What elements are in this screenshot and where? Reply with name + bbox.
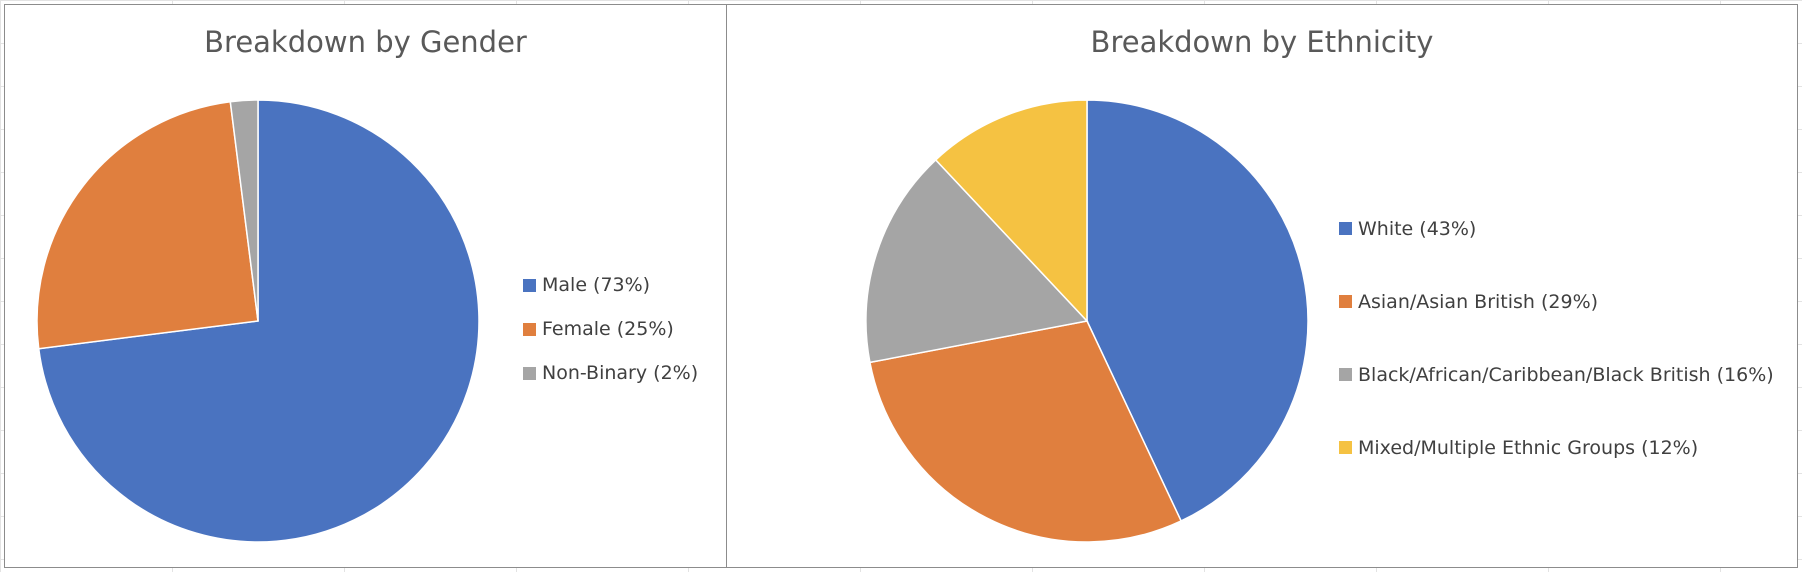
gender-legend: Male (73%) Female (25%) Non-Binary (2%) [523, 263, 698, 395]
gender-pie [36, 99, 480, 543]
legend-swatch [1339, 222, 1352, 235]
legend-swatch [523, 366, 536, 380]
legend-label: Asian/Asian British (29%) [1358, 290, 1599, 313]
ethnicity-chart[interactable]: Breakdown by Ethnicity White (43%) Asian… [726, 4, 1798, 568]
pie-slice-1 [869, 320, 1183, 543]
pie-slice-3 [934, 99, 1088, 323]
legend-swatch [1339, 295, 1352, 308]
legend-item-mixed: Mixed/Multiple Ethnic Groups (12%) [1339, 411, 1774, 484]
pie-slice-0 [37, 99, 480, 543]
legend-label: Male (73%) [542, 274, 651, 296]
legend-label: Mixed/Multiple Ethnic Groups (12%) [1358, 436, 1699, 459]
pie-slice-0 [1086, 99, 1309, 522]
legend-swatch [523, 322, 536, 336]
pie-slice-1 [36, 100, 259, 350]
legend-label: Non-Binary (2%) [542, 362, 699, 384]
legend-label: Black/African/Caribbean/Black British (1… [1358, 363, 1774, 386]
legend-swatch [1339, 368, 1352, 381]
legend-item-non-binary: Non-Binary (2%) [523, 351, 698, 395]
legend-item-asian: Asian/Asian British (29%) [1339, 265, 1774, 338]
legend-item-female: Female (25%) [523, 307, 698, 351]
chart-title: Breakdown by Ethnicity [1090, 25, 1434, 59]
legend-item-black: Black/African/Caribbean/Black British (1… [1339, 338, 1774, 411]
pie-slice-2 [865, 158, 1089, 364]
legend-swatch [1339, 441, 1352, 454]
legend-item-male: Male (73%) [523, 263, 698, 307]
legend-swatch [523, 278, 536, 292]
gender-chart[interactable]: Breakdown by Gender Male (73%) Female (2… [4, 4, 727, 568]
legend-item-white: White (43%) [1339, 192, 1774, 265]
pie-slice-2 [229, 99, 259, 322]
ethnicity-pie [865, 99, 1309, 543]
legend-label: Female (25%) [542, 318, 674, 340]
legend-label: White (43%) [1358, 217, 1477, 240]
ethnicity-legend: White (43%) Asian/Asian British (29%) Bl… [1339, 192, 1774, 484]
chart-title: Breakdown by Gender [204, 25, 527, 59]
